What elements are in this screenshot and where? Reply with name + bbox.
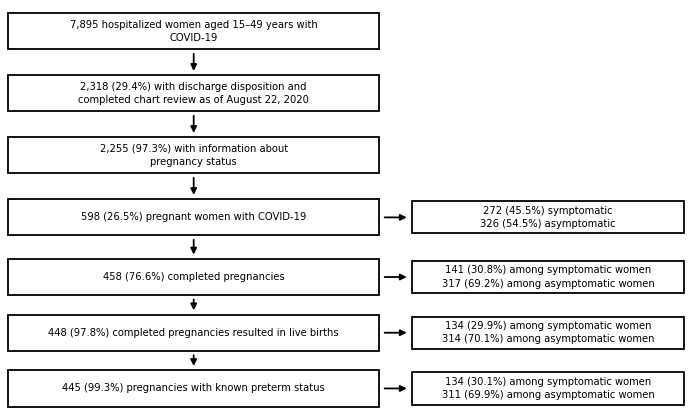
FancyBboxPatch shape (8, 259, 379, 295)
Text: 2,255 (97.3%) with information about
pregnancy status: 2,255 (97.3%) with information about pre… (100, 144, 288, 167)
FancyBboxPatch shape (412, 201, 684, 234)
FancyBboxPatch shape (8, 13, 379, 49)
Text: 2,318 (29.4%) with discharge disposition and
completed chart review as of August: 2,318 (29.4%) with discharge disposition… (78, 82, 309, 105)
Text: 134 (29.9%) among symptomatic women
314 (70.1%) among asymptomatic women: 134 (29.9%) among symptomatic women 314 … (442, 321, 654, 344)
Text: 448 (97.8%) completed pregnancies resulted in live births: 448 (97.8%) completed pregnancies result… (49, 328, 339, 338)
Text: 7,895 hospitalized women aged 15–49 years with
COVID-19: 7,895 hospitalized women aged 15–49 year… (70, 20, 317, 43)
FancyBboxPatch shape (8, 199, 379, 235)
Text: 272 (45.5%) symptomatic
326 (54.5%) asymptomatic: 272 (45.5%) symptomatic 326 (54.5%) asym… (480, 206, 616, 229)
Text: 141 (30.8%) among symptomatic women
317 (69.2%) among asymptomatic women: 141 (30.8%) among symptomatic women 317 … (442, 265, 654, 289)
Text: 445 (99.3%) pregnancies with known preterm status: 445 (99.3%) pregnancies with known prete… (62, 384, 325, 393)
Text: 458 (76.6%) completed pregnancies: 458 (76.6%) completed pregnancies (103, 272, 285, 282)
Text: 598 (26.5%) pregnant women with COVID-19: 598 (26.5%) pregnant women with COVID-19 (81, 212, 306, 222)
FancyBboxPatch shape (412, 261, 684, 293)
FancyBboxPatch shape (412, 317, 684, 349)
Text: 134 (30.1%) among symptomatic women
311 (69.9%) among asymptomatic women: 134 (30.1%) among symptomatic women 311 … (442, 377, 654, 400)
FancyBboxPatch shape (8, 75, 379, 111)
FancyBboxPatch shape (412, 372, 684, 405)
FancyBboxPatch shape (8, 315, 379, 351)
FancyBboxPatch shape (8, 137, 379, 173)
FancyBboxPatch shape (8, 370, 379, 407)
